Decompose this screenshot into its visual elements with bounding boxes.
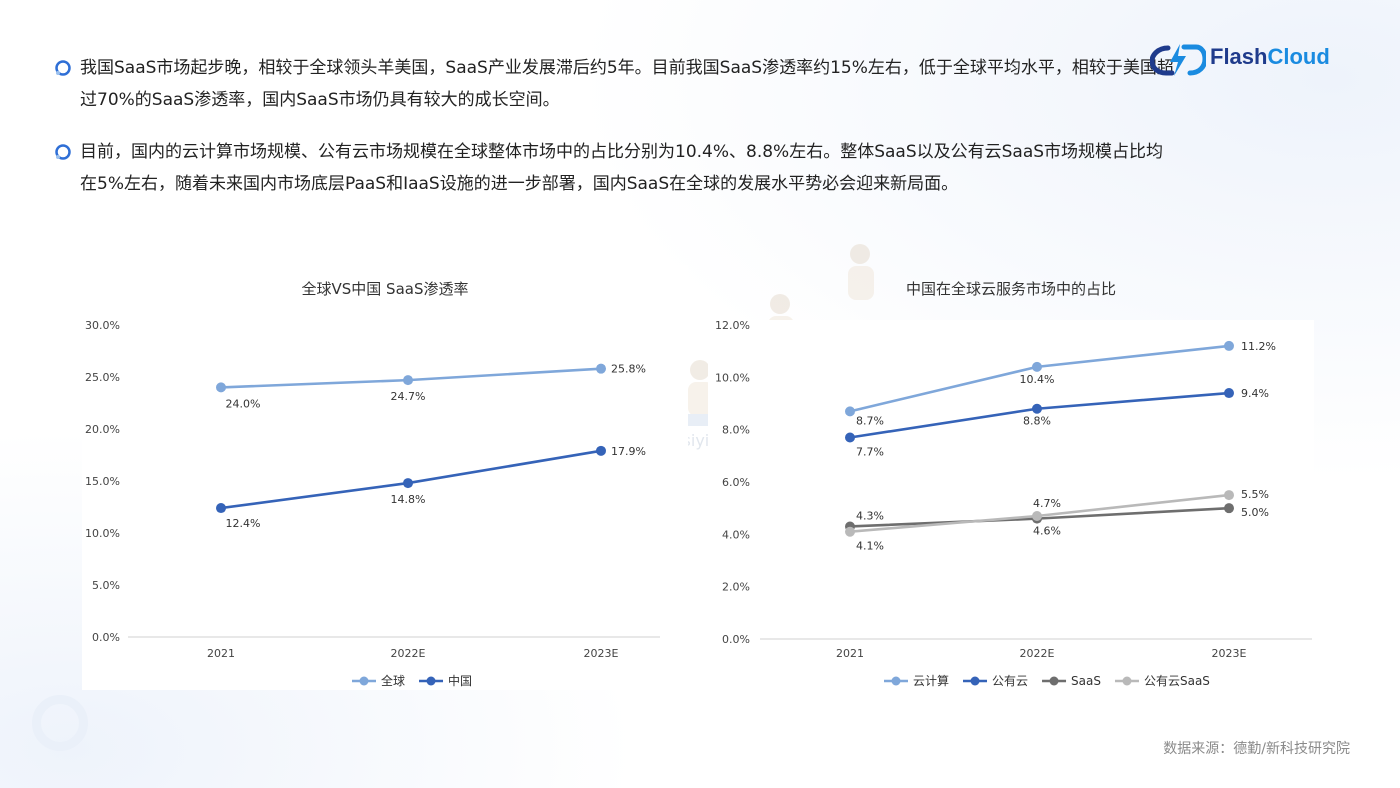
x-tick-label: 2021 [836, 647, 864, 660]
legend-label-中国: 中国 [448, 673, 472, 688]
legend-marker-全球 [359, 676, 369, 686]
data-label-中国: 12.4% [226, 517, 261, 530]
legend-label-公有云: 公有云 [992, 674, 1028, 688]
legend-marker-公有云SaaS [1122, 676, 1132, 686]
data-point-公有云 [1224, 388, 1234, 399]
y-tick-label: 0.0% [92, 631, 120, 644]
logo-text: FlashCloud [1210, 44, 1330, 70]
y-tick-label: 15.0% [85, 475, 120, 488]
y-tick-label: 8.0% [722, 424, 750, 437]
legend-label-公有云SaaS: 公有云SaaS [1144, 674, 1210, 688]
chart-panel-saas-penetration [82, 265, 688, 690]
data-label-全球: 25.8% [611, 363, 646, 376]
bullet-circle-icon [55, 60, 71, 76]
data-label-公有云: 8.8% [1023, 415, 1051, 428]
x-tick-label: 2022E [391, 647, 426, 660]
y-tick-label: 25.0% [85, 371, 120, 384]
data-point-云计算 [845, 406, 855, 417]
legend-label-SaaS: SaaS [1071, 674, 1101, 688]
data-point-公有云SaaS [845, 526, 855, 537]
chart-panel-cloud-share [708, 320, 1314, 690]
data-point-中国 [216, 503, 226, 514]
data-point-全球 [596, 363, 606, 374]
x-tick-label: 2022E [1020, 647, 1055, 660]
data-label-云计算: 8.7% [856, 414, 884, 427]
flashcloud-logo: FlashCloud [1149, 40, 1370, 80]
data-label-公有云SaaS: 4.7% [1033, 497, 1061, 510]
data-point-公有云SaaS [1032, 511, 1042, 522]
y-tick-label: 6.0% [722, 476, 750, 489]
data-label-全球: 24.7% [391, 390, 426, 403]
y-tick-label: 20.0% [85, 423, 120, 436]
bullet-paragraph-2: 目前，国内的云计算市场规模、公有云市场规模在全球整体市场中的占比分别为10.4%… [54, 136, 1174, 200]
legend-marker-SaaS [1049, 676, 1059, 686]
data-point-公有云 [845, 432, 855, 443]
y-tick-label: 10.0% [715, 371, 750, 384]
chart-title-2: 中国在全球云服务市场中的占比 [905, 280, 1116, 298]
logo-text-cloud: Cloud [1267, 44, 1330, 69]
data-point-公有云SaaS [1224, 490, 1234, 501]
bullet-text-2: 目前，国内的云计算市场规模、公有云市场规模在全球整体市场中的占比分别为10.4%… [80, 142, 1164, 194]
data-label-公有云SaaS: 4.1% [856, 540, 884, 553]
data-point-公有云 [1032, 403, 1042, 414]
data-label-SaaS: 5.0% [1241, 506, 1269, 519]
x-tick-label: 2023E [1212, 647, 1247, 660]
cloud-link-icon [1149, 44, 1208, 76]
logo-text-flash: Flash [1210, 44, 1268, 69]
x-tick-label: 2023E [584, 647, 619, 660]
legend-marker-云计算 [891, 676, 901, 686]
data-label-云计算: 11.2% [1241, 340, 1276, 353]
legend-marker-中国 [426, 676, 436, 686]
data-point-云计算 [1032, 361, 1042, 372]
data-source: 数据来源：德勤/新科技研究院 [1163, 741, 1350, 757]
bullet-paragraph-1: 我国SaaS市场起步晚，相较于全球领头羊美国，SaaS产业发展滞后约5年。目前我… [54, 52, 1174, 116]
bullet-text-1: 我国SaaS市场起步晚，相较于全球领头羊美国，SaaS产业发展滞后约5年。目前我… [80, 58, 1174, 110]
legend-label-云计算: 云计算 [913, 673, 949, 688]
y-tick-label: 4.0% [722, 528, 750, 541]
data-label-公有云: 9.4% [1241, 387, 1269, 400]
data-label-中国: 17.9% [611, 445, 646, 458]
y-tick-label: 12.0% [715, 319, 750, 332]
legend-label-全球: 全球 [381, 673, 405, 688]
data-point-全球 [216, 382, 226, 393]
y-tick-label: 0.0% [722, 633, 750, 646]
data-point-SaaS [1224, 503, 1234, 514]
data-label-公有云SaaS: 5.5% [1241, 488, 1269, 501]
data-point-中国 [596, 445, 606, 456]
data-label-SaaS: 4.6% [1033, 525, 1061, 538]
data-point-中国 [403, 478, 413, 489]
data-label-SaaS: 4.3% [856, 509, 884, 522]
data-label-中国: 14.8% [391, 493, 426, 506]
bullet-circle-icon [55, 144, 71, 160]
y-tick-label: 30.0% [85, 319, 120, 332]
data-label-全球: 24.0% [226, 397, 261, 410]
data-label-公有云: 7.7% [856, 446, 884, 459]
y-tick-label: 2.0% [722, 581, 750, 594]
chart-title-1: 全球VS中国 SaaS渗透率 [301, 280, 469, 298]
data-point-全球 [403, 375, 413, 386]
legend-marker-公有云 [970, 676, 980, 686]
decorative-ring [32, 695, 88, 751]
data-label-云计算: 10.4% [1020, 373, 1055, 386]
x-tick-label: 2021 [207, 647, 235, 660]
y-tick-label: 10.0% [85, 527, 120, 540]
y-tick-label: 5.0% [92, 579, 120, 592]
data-point-云计算 [1224, 340, 1234, 351]
